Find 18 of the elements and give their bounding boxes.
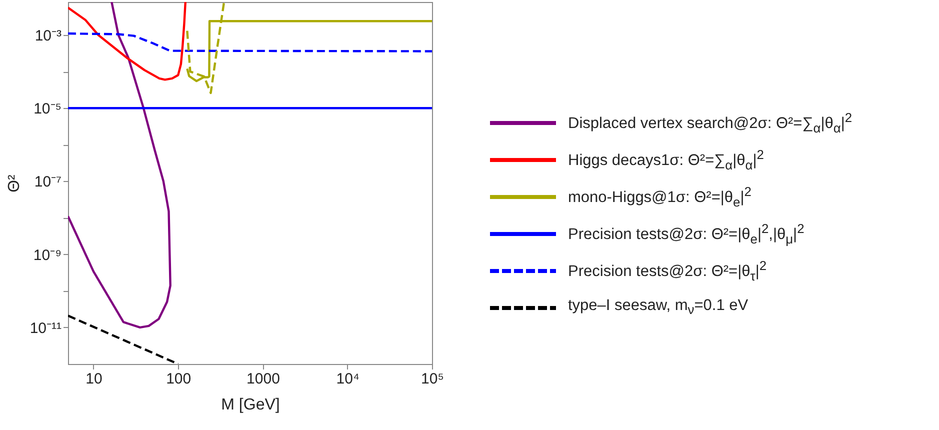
legend-label: type‒I seesaw, m$_{ν}$=0.1 eV [568,297,748,318]
x-tick-label: 10⁵ [421,370,444,388]
legend-label: Higgs decays1σ: Θ²=∑$_{α}$|θ$_{α}$|$^{2}$ [568,146,764,172]
legend-label: Displaced vertex search@2σ: Θ²=∑$_{α}$|θ$_{α}$|$^{2}$ [568,110,852,136]
y-tick-label: 10⁻⁹ [33,246,62,264]
x-axis-title: M [GeV] [221,396,280,414]
legend-label: Precision tests@2σ: Θ²=|θ$_{e}$|$^{2}$,|θ$_{μ}$|$^{2}$ [568,220,804,246]
y-tick-label: 10⁻³ [34,28,62,45]
x-tick-label: 100 [166,370,192,388]
legend-label: mono-Higgs@1σ: Θ²=|θ$_{e}$|$^{2}$ [568,184,752,210]
y-axis-title: Θ² [6,174,23,192]
y-tick-label: 10⁻⁵ [34,100,62,118]
y-tick-label: 10⁻¹¹ [30,320,62,337]
legend-label: Precision tests@2σ: Θ²=|θ$_{τ}$|$^{2}$ [568,258,767,284]
x-tick-label: 1000 [246,370,280,388]
y-tick-label: 10⁻⁷ [34,174,62,191]
x-tick-label: 10 [86,370,102,388]
x-tick-label: 10⁴ [336,370,360,388]
